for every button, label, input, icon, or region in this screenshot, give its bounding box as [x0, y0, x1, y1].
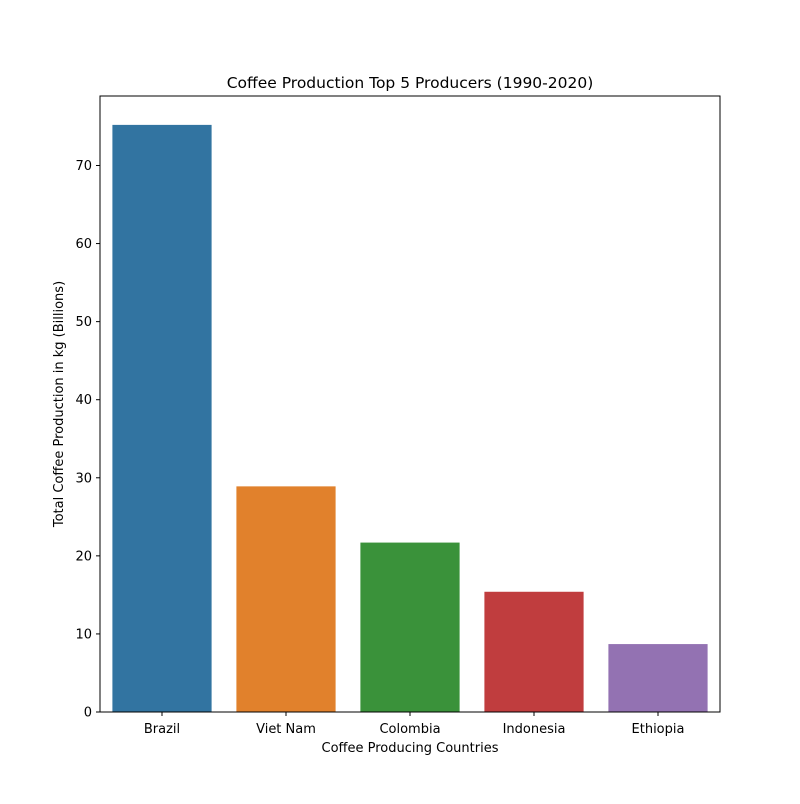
x-tick-label: Indonesia — [503, 722, 566, 737]
y-tick-label: 70 — [75, 159, 92, 174]
y-tick-label: 50 — [75, 315, 92, 330]
chart-title: Coffee Production Top 5 Producers (1990-… — [227, 74, 594, 92]
bar-indonesia — [484, 591, 584, 712]
x-tick-label: Viet Nam — [256, 722, 316, 737]
y-axis-ticks: 0 10 20 30 40 50 60 70 — [75, 159, 100, 721]
x-axis-label: Coffee Producing Countries — [322, 741, 499, 756]
x-tick-label: Brazil — [144, 722, 180, 737]
bar-colombia — [360, 542, 460, 712]
y-tick-label: 0 — [84, 706, 92, 721]
bar-brazil — [112, 124, 212, 712]
x-tick-label: Colombia — [379, 722, 440, 737]
x-tick-label: Ethiopia — [632, 722, 685, 737]
bar-viet-nam — [236, 486, 336, 712]
bars — [112, 124, 708, 712]
x-axis-ticks: Brazil Viet Nam Colombia Indonesia Ethiopia — [144, 712, 685, 737]
y-tick-label: 60 — [75, 237, 92, 252]
y-axis-label: Total Coffee Production in kg (Billions) — [52, 281, 67, 528]
bar-ethiopia — [608, 644, 708, 712]
y-tick-label: 30 — [75, 471, 92, 486]
y-tick-label: 20 — [75, 549, 92, 564]
y-tick-label: 10 — [75, 627, 92, 642]
y-tick-label: 40 — [75, 393, 92, 408]
